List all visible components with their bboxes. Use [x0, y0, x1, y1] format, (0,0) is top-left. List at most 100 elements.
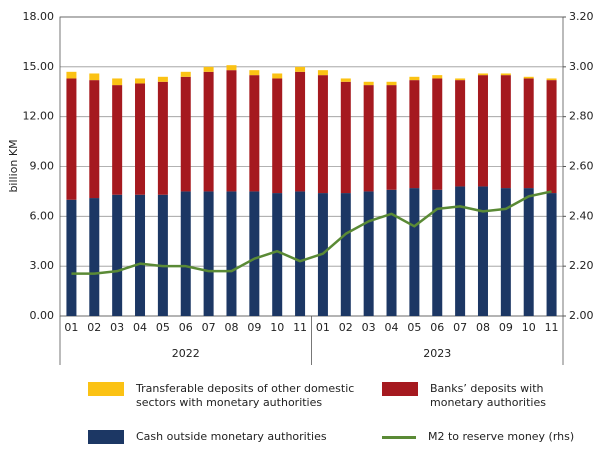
bar: [295, 71, 306, 192]
bar: [272, 78, 283, 194]
bar: [295, 66, 306, 72]
x-tick-label: 05: [407, 321, 421, 334]
bar: [157, 194, 168, 316]
bar: [317, 75, 328, 194]
bar: [500, 73, 511, 76]
bar: [66, 71, 77, 79]
x-tick-label: 10: [270, 321, 284, 334]
chart: billion KM 0.00 3.00 6.00 9.00 12.00 15.00 18.…: [7, 10, 594, 365]
legend-item: Transferable deposits of other domestic …: [88, 382, 361, 410]
y2-tick-label: 3.00: [569, 60, 594, 73]
legend-label: Banks’ deposits with monetary authoritie…: [430, 382, 546, 409]
bar: [112, 85, 123, 195]
bar: [226, 65, 237, 71]
bar: [386, 189, 397, 316]
bar: [135, 194, 146, 316]
y2-tick-label: 2.00: [569, 309, 594, 322]
x-tick-label: 04: [133, 321, 147, 334]
bar: [249, 75, 260, 192]
line: [71, 190, 552, 275]
bar: [363, 81, 374, 86]
legend-swatch: [88, 430, 124, 444]
bar: [135, 78, 146, 84]
bar: [523, 76, 534, 79]
bar: [409, 76, 420, 81]
bar: [432, 75, 443, 79]
bar: [363, 85, 374, 192]
y-tick-label: 12.00: [23, 110, 55, 123]
x-tick-label: 07: [453, 321, 467, 334]
legend-swatch: [382, 382, 418, 396]
x-tick-label: 11: [293, 321, 307, 334]
bar: [89, 80, 100, 199]
bar: [180, 71, 191, 77]
bar: [523, 188, 534, 316]
x-group-label: 2023: [423, 347, 451, 360]
bar: [432, 78, 443, 190]
bar: [203, 191, 214, 316]
bar: [477, 73, 488, 76]
bar: [317, 70, 328, 76]
x-tick-label: 08: [224, 321, 238, 334]
bar: [340, 78, 351, 82]
bar: [477, 75, 488, 187]
bar: [157, 76, 168, 82]
bar: [157, 81, 168, 195]
x-tick-label: 02: [339, 321, 353, 334]
legend-item: M2 to reserve money (rhs): [382, 430, 603, 444]
y-tick-label: 0.00: [30, 309, 55, 322]
x-tick-label: 02: [87, 321, 101, 334]
legend-swatch: [88, 382, 124, 396]
x-tick-label: 06: [430, 321, 444, 334]
bar: [272, 193, 283, 316]
bar: [455, 186, 466, 316]
y-tick-label: 3.00: [30, 259, 55, 272]
x-tick-label: 03: [362, 321, 376, 334]
x-tick-label: 09: [499, 321, 513, 334]
legend-item: Banks’ deposits with monetary authoritie…: [382, 382, 600, 410]
bar: [432, 189, 443, 316]
y2-tick-label: 3.20: [569, 10, 594, 23]
bar: [523, 78, 534, 189]
bar: [500, 188, 511, 316]
bar: [66, 199, 77, 316]
bar: [180, 76, 191, 192]
legend-label: M2 to reserve money (rhs): [428, 430, 575, 443]
bar: [500, 75, 511, 189]
legend: Transferable deposits of other domestic …: [0, 378, 603, 450]
bar: [546, 78, 557, 81]
y2-tick-label: 2.80: [569, 110, 594, 123]
x-tick-label: 04: [385, 321, 399, 334]
bar: [226, 70, 237, 192]
bar: [89, 198, 100, 316]
bar: [272, 73, 283, 79]
y2-tick-label: 2.20: [569, 259, 594, 272]
x-tick-label: 03: [110, 321, 124, 334]
bar: [180, 191, 191, 316]
x-tick-label: 01: [316, 321, 330, 334]
x-tick-label: 09: [247, 321, 261, 334]
bar: [409, 80, 420, 189]
bar: [66, 78, 77, 200]
bar: [386, 85, 397, 190]
bar: [203, 71, 214, 192]
bar: [455, 78, 466, 81]
bar: [249, 191, 260, 316]
bar: [89, 73, 100, 81]
x-tick-label: 10: [522, 321, 536, 334]
y-tick-label: 9.00: [30, 160, 55, 173]
legend-label: Transferable deposits of other domestic …: [136, 382, 355, 409]
bar: [203, 66, 214, 72]
legend-swatch: [382, 436, 416, 439]
legend-label: Cash outside monetary authorities: [136, 430, 327, 443]
bar: [135, 83, 146, 195]
y-tick-label: 18.00: [23, 10, 55, 23]
y2-tick-label: 2.40: [569, 209, 594, 222]
y-tick-label: 15.00: [23, 60, 55, 73]
x-tick-label: 06: [179, 321, 193, 334]
bar: [295, 191, 306, 316]
x-tick-label: 01: [64, 321, 78, 334]
x-tick-label: 05: [156, 321, 170, 334]
bar: [340, 193, 351, 316]
